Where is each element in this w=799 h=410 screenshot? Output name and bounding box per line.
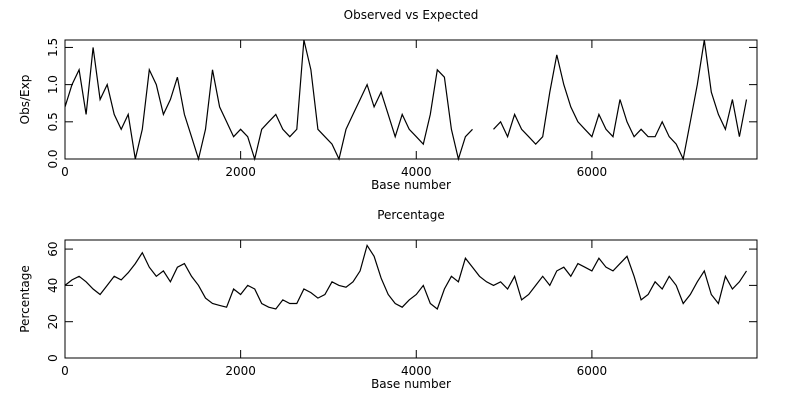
y-tick-label: 60 (46, 241, 60, 256)
y-tick-label: 40 (46, 278, 60, 293)
y-axis-label: Obs/Exp (18, 75, 32, 125)
x-tick-label: 6000 (577, 165, 608, 179)
chart-title: Observed vs Expected (344, 8, 479, 22)
y-tick-label: 1.5 (46, 38, 60, 57)
y-tick-label: 20 (46, 314, 60, 329)
y-axis-label: Percentage (18, 265, 32, 333)
x-tick-label: 0 (61, 165, 69, 179)
x-tick-label: 4000 (401, 364, 432, 378)
chart-title: Percentage (377, 208, 445, 222)
y-tick-label: 1.0 (46, 75, 60, 94)
x-tick-label: 6000 (577, 364, 608, 378)
y-tick-label: 0.0 (46, 149, 60, 168)
x-axis-label: Base number (371, 377, 451, 391)
x-tick-label: 0 (61, 364, 69, 378)
axes-box (64, 39, 758, 160)
y-tick-label: 0 (46, 354, 60, 362)
axes-box (64, 239, 758, 359)
y-tick-label: 0.5 (46, 112, 60, 131)
x-tick-label: 4000 (401, 165, 432, 179)
line (64, 243, 748, 310)
x-axis-label: Base number (371, 178, 451, 192)
x-tick-label: 2000 (225, 165, 256, 179)
x-tick-label: 2000 (225, 364, 256, 378)
line (64, 39, 748, 162)
